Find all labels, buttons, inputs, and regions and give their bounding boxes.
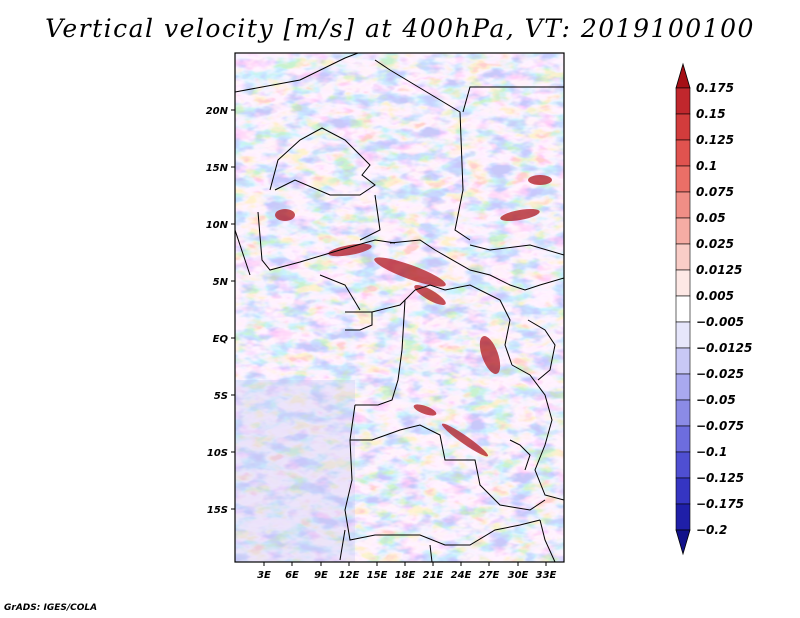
colorbar-level-label: 0.005 [696,289,734,303]
colorbar-swatch [675,113,691,141]
colorbar-level-label: 0.025 [696,237,734,251]
longitude-axis: 3E 6E 9E 12E 15E 18E 21E 24E 27E 30E 33E [257,562,557,581]
colorbar-swatch [675,295,691,323]
colorbar-level-label: 0.1 [696,159,717,173]
colorbar-level-label: −0.125 [696,471,744,485]
colorbar-level-label: −0.025 [696,367,744,381]
lon-label-3e: 3E [257,570,271,581]
velocity-field [235,53,564,562]
lon-label-24e: 24E [451,570,472,581]
colorbar-swatch [675,477,691,505]
colorbar-level-label: −0.0125 [696,341,752,355]
lat-label-5s: 5S [214,391,228,402]
colorbar: 0.175 0.15 0.125 0.1 0.075 0.05 0.025 0.0125 0.0… [675,62,752,556]
colorbar-level-label: −0.05 [696,393,736,407]
colorbar-swatch [675,425,691,453]
lat-label-10n: 10N [206,220,229,231]
colorbar-level-label: 0.075 [696,185,734,199]
colorbar-swatch [675,451,691,479]
colorbar-level-label: −0.2 [696,523,727,537]
colorbar-level-label: 0.0125 [696,263,742,277]
colorbar-swatch [675,321,691,349]
map-frame [234,52,565,563]
colorbar-level-label: −0.005 [696,315,744,329]
colorbar-swatch [675,399,691,427]
colorbar-level-label: −0.1 [696,445,727,459]
latitude-axis: 20N 15N 10N 5N EQ 5S 10S 15S [206,106,235,516]
colorbar-level-label: −0.175 [696,497,744,511]
map-title: Vertical velocity [m/s] at 400hPa, VT: 2… [45,14,755,43]
lat-label-15s: 15S [207,505,228,516]
colorbar-swatch [675,87,691,115]
colorbar-swatch [675,217,691,245]
lat-label-eq: EQ [213,334,229,345]
lon-label-27e: 27E [479,570,500,581]
lon-label-18e: 18E [395,570,416,581]
colorbar-level-label: 0.175 [696,81,734,95]
lon-label-12e: 12E [339,570,360,581]
colorbar-swatch [675,373,691,401]
colorbar-level-label: −0.075 [696,419,744,433]
lon-label-33e: 33E [536,570,557,581]
colorbar-level-label: 0.15 [696,107,726,121]
colorbar-swatch [675,139,691,167]
colorbar-labels: 0.175 0.15 0.125 0.1 0.075 0.05 0.025 0.0125 0.0… [696,81,752,537]
lon-label-6e: 6E [285,570,299,581]
lat-label-20n: 20N [206,106,229,117]
lat-label-15n: 15N [206,163,229,174]
colorbar-swatch [675,243,691,271]
lat-label-10s: 10S [207,448,228,459]
grads-credit: GrADS: IGES/COLA [4,603,98,613]
lon-label-30e: 30E [508,570,529,581]
colorbar-level-label: 0.125 [696,133,734,147]
colorbar-bottom-arrow [675,529,691,556]
lat-label-5n: 5N [213,277,229,288]
colorbar-level-label: 0.05 [696,211,726,225]
colorbar-swatch [675,269,691,297]
lon-label-9e: 9E [314,570,328,581]
colorbar-swatch [675,503,691,531]
colorbar-swatches [675,62,691,556]
colorbar-top-arrow [675,62,691,89]
colorbar-swatch [675,347,691,375]
country-borders [235,53,564,562]
convection-streaks [275,175,552,457]
colorbar-swatch [675,191,691,219]
colorbar-swatch [675,165,691,193]
lon-label-15e: 15E [367,570,388,581]
lon-label-21e: 21E [423,570,444,581]
